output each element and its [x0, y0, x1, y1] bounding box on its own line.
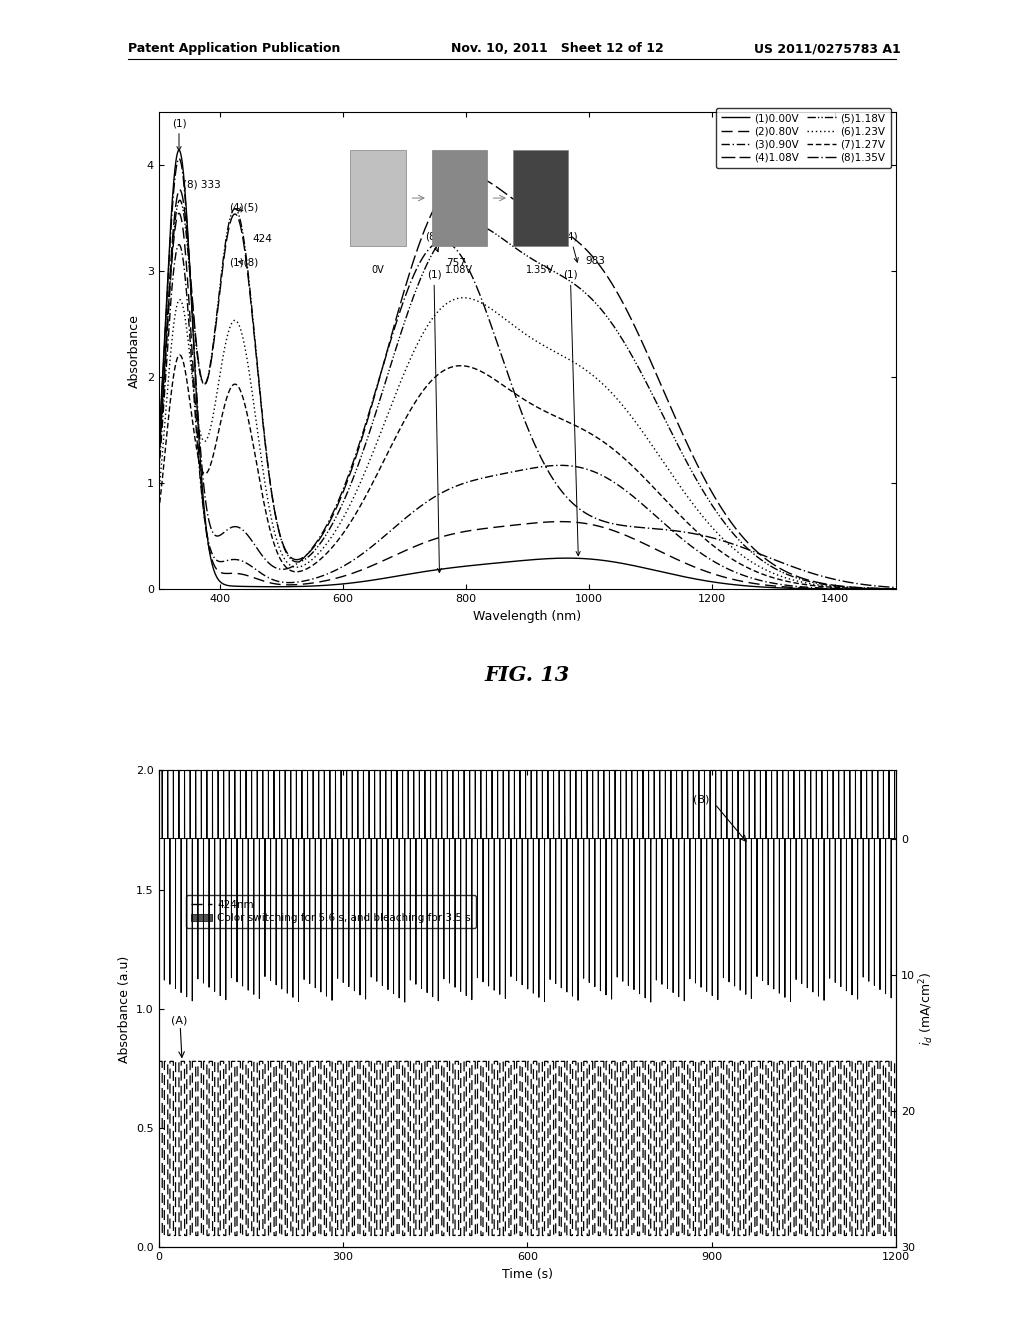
Text: US 2011/0275783 A1: US 2011/0275783 A1 — [755, 42, 901, 55]
Text: (8): (8) — [425, 231, 439, 252]
Text: (1): (1) — [172, 117, 186, 150]
X-axis label: Time (s): Time (s) — [502, 1267, 553, 1280]
Text: (4): (4) — [563, 231, 579, 263]
Text: 1.08V: 1.08V — [445, 265, 473, 275]
Text: 1.35V: 1.35V — [526, 265, 554, 275]
Y-axis label: Absorbance: Absorbance — [128, 314, 141, 388]
Text: (4)(5): (4)(5) — [229, 202, 259, 213]
Text: (1): (1) — [427, 269, 441, 573]
Text: Nov. 10, 2011   Sheet 12 of 12: Nov. 10, 2011 Sheet 12 of 12 — [451, 42, 664, 55]
Text: 757: 757 — [446, 257, 466, 268]
Text: FIG. 13: FIG. 13 — [484, 665, 570, 685]
Y-axis label: Absorbance (a.u): Absorbance (a.u) — [118, 956, 130, 1063]
X-axis label: Wavelength (nm): Wavelength (nm) — [473, 610, 582, 623]
Text: (1)(8): (1)(8) — [229, 257, 259, 268]
Legend: 424nm, Color switching for 5.6 s, and bleaching for 3.5 s: 424nm, Color switching for 5.6 s, and bl… — [186, 895, 476, 928]
Text: 0V: 0V — [372, 265, 384, 275]
FancyBboxPatch shape — [350, 150, 406, 246]
Text: (B): (B) — [693, 795, 710, 804]
Text: 424: 424 — [252, 235, 272, 244]
Text: 983: 983 — [586, 256, 605, 265]
FancyBboxPatch shape — [431, 150, 486, 246]
Text: (8) 333: (8) 333 — [183, 180, 221, 189]
Text: (1): (1) — [563, 269, 581, 556]
Y-axis label: $i_d$ (mA/cm$^2$): $i_d$ (mA/cm$^2$) — [918, 972, 937, 1045]
Text: Patent Application Publication: Patent Application Publication — [128, 42, 340, 55]
Text: (A): (A) — [171, 1016, 187, 1026]
FancyBboxPatch shape — [513, 150, 568, 246]
Legend: (1)0.00V, (2)0.80V, (3)0.90V, (4)1.08V, (5)1.18V, (6)1.23V, (7)1.27V, (8)1.35V: (1)0.00V, (2)0.80V, (3)0.90V, (4)1.08V, … — [716, 108, 891, 168]
